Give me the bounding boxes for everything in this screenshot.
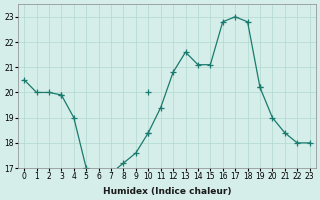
X-axis label: Humidex (Indice chaleur): Humidex (Indice chaleur) bbox=[103, 187, 231, 196]
